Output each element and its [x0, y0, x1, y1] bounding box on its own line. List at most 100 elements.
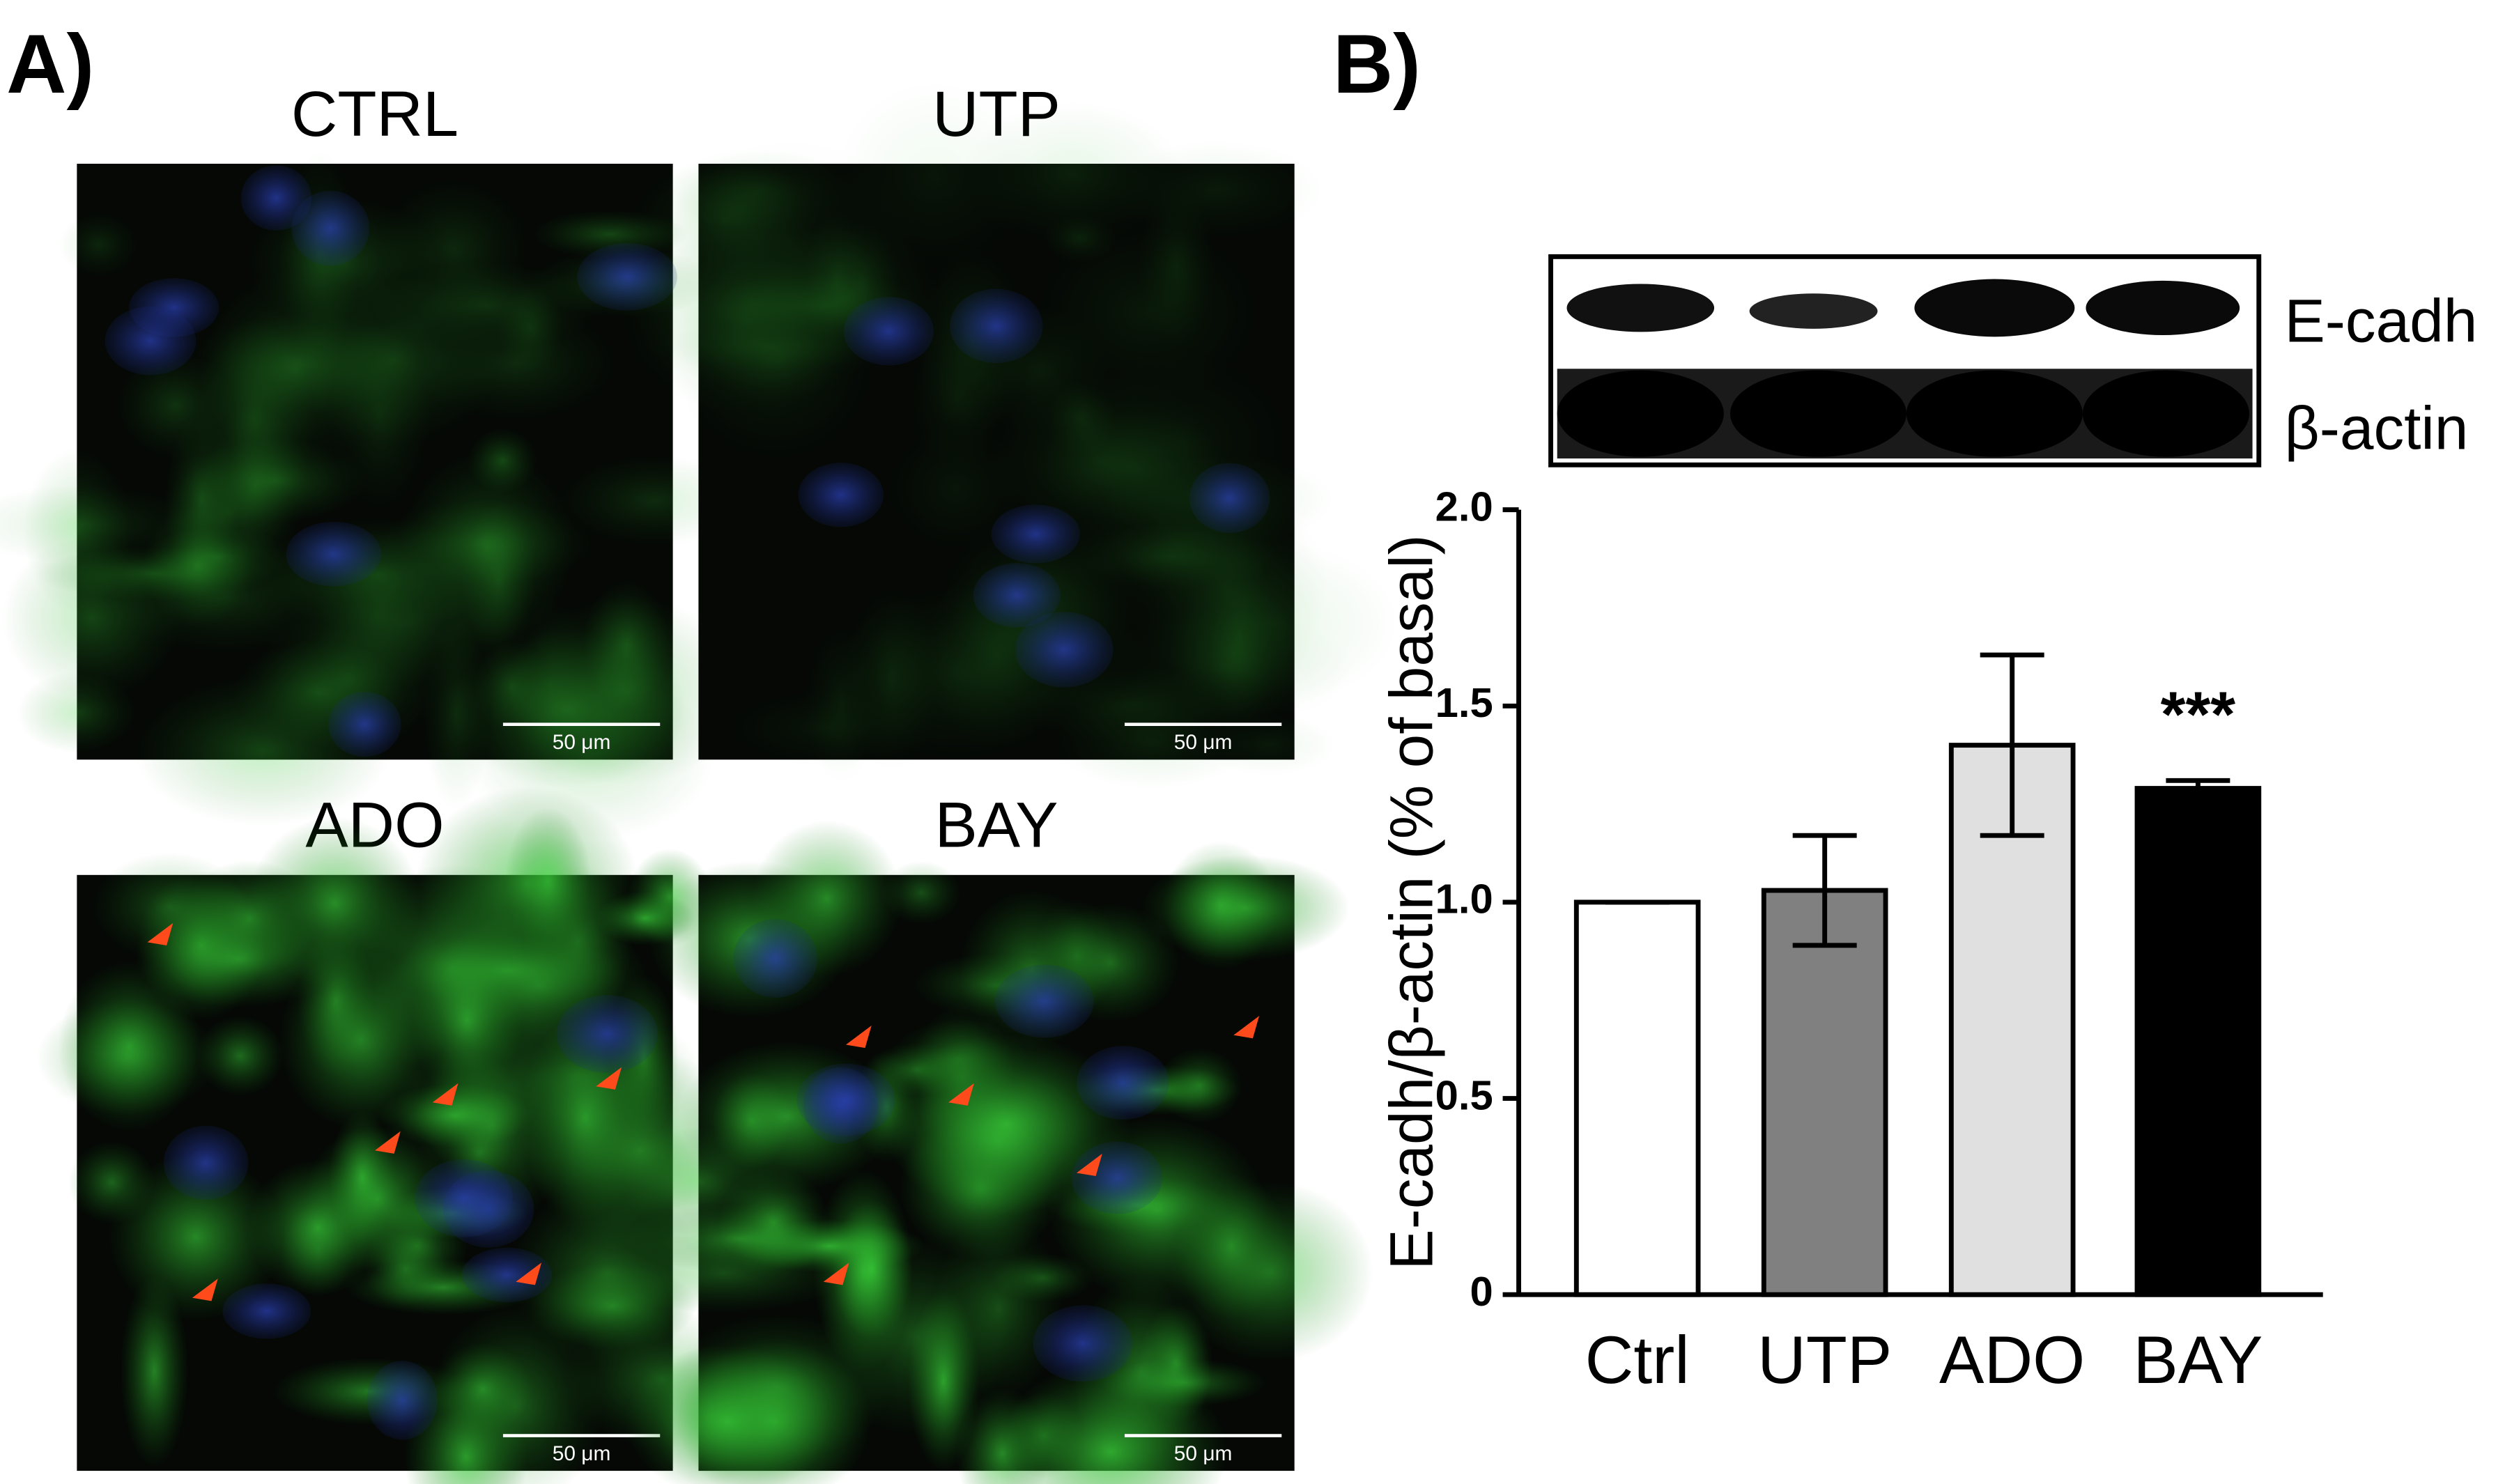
scale-bar-label: 50 μm [553, 731, 611, 754]
x-tick-label: Ctrl [1585, 1323, 1690, 1398]
arrowhead [374, 1131, 401, 1154]
stain [672, 159, 804, 263]
panel-label: A) [6, 18, 94, 111]
stain [447, 631, 687, 788]
scale-bar-label: 50 μm [1174, 1442, 1233, 1465]
nucleus [1015, 612, 1114, 688]
error-bar [2166, 778, 2230, 799]
x-tick-label: UTP [1757, 1323, 1892, 1398]
nucleus [291, 190, 370, 266]
stain [2, 536, 182, 700]
stain [297, 926, 375, 1076]
arrowhead [432, 1083, 459, 1106]
nucleus [994, 964, 1094, 1038]
blot-band [2086, 280, 2240, 336]
nucleus [461, 1247, 553, 1303]
stain [58, 960, 201, 1132]
nucleus [556, 994, 658, 1074]
bar [1761, 888, 1888, 1297]
nucleus [240, 165, 312, 231]
nucleus [105, 306, 197, 376]
nucleus [1077, 1046, 1169, 1120]
stain [411, 939, 523, 1102]
stain [1175, 1173, 1288, 1320]
blot-band [1730, 370, 1906, 457]
stain [59, 212, 139, 278]
stain [134, 676, 391, 826]
stain [623, 1203, 856, 1274]
stain [1156, 1047, 1242, 1124]
nucleus [950, 288, 1043, 364]
stain [134, 910, 345, 1008]
nucleus [733, 919, 818, 998]
nucleus [1071, 1141, 1163, 1214]
stain [413, 305, 617, 422]
nucleus [415, 1159, 513, 1237]
stain [141, 505, 253, 627]
stain [1053, 695, 1251, 789]
nucleus [796, 1063, 895, 1136]
panel-label: B) [1333, 18, 1421, 111]
stain [1149, 541, 1398, 704]
arrowhead [192, 1278, 218, 1301]
image-title: CTRL [291, 79, 459, 150]
micrograph [622, 80, 1398, 789]
stain [844, 587, 940, 771]
arrowhead [1233, 1016, 1260, 1039]
stain [120, 1274, 189, 1469]
significance: *** [2161, 679, 2236, 750]
stain [993, 1361, 1228, 1484]
stain [1206, 534, 1273, 743]
blot-band [1914, 279, 2075, 337]
nucleus [328, 691, 401, 757]
scale-bar-label: 50 μm [1174, 731, 1233, 754]
stain [665, 1313, 891, 1461]
arrowhead [823, 1262, 849, 1285]
stain [246, 1159, 390, 1296]
y-tick-label: 0.5 [1435, 1072, 1493, 1118]
arrowhead [596, 1067, 622, 1090]
bar [2134, 786, 2262, 1297]
nucleus [163, 1125, 249, 1200]
scale-bar-label: 50 μm [553, 1442, 611, 1465]
y-tick-label: 0 [1470, 1268, 1493, 1315]
blot-bands [1557, 279, 2253, 459]
stain [433, 1343, 532, 1436]
blot-label: E-cadh [2285, 286, 2478, 355]
bar [1573, 899, 1701, 1297]
blot-band [1557, 370, 1724, 457]
blot-band [1566, 284, 1715, 332]
error-bar [1792, 833, 1857, 948]
nucleus [798, 463, 884, 527]
x-tick-label: ADO [1939, 1323, 2085, 1398]
stain [197, 1015, 284, 1097]
nucleus [286, 521, 382, 587]
micrograph [596, 820, 1374, 1484]
arrowhead [1077, 1153, 1102, 1177]
y-tick-label: 1.5 [1435, 679, 1493, 726]
blot-band [1749, 293, 1878, 329]
nucleus [991, 504, 1080, 564]
x-tick-label: BAY [2133, 1323, 2263, 1398]
arrowhead [516, 1262, 542, 1285]
y-tick-label: 2.0 [1435, 483, 1493, 530]
nucleus [973, 563, 1061, 628]
arrowhead [845, 1025, 872, 1049]
nucleus [1033, 1305, 1133, 1382]
stain [68, 1141, 155, 1225]
stain [467, 427, 538, 494]
stain [1111, 140, 1323, 240]
y-tick-label: 1.0 [1435, 876, 1493, 922]
stain [1163, 841, 1279, 970]
arrowhead [948, 1083, 974, 1106]
y-axis-title: E-cadh/β-actin (% of basal) [1377, 534, 1445, 1269]
nucleus [367, 1361, 438, 1440]
micrograph [0, 151, 752, 841]
error-bar [1980, 652, 2044, 838]
nucleus [1189, 463, 1270, 533]
blot-band [2082, 370, 2249, 457]
blot-band [1906, 370, 2083, 457]
nucleus [222, 1283, 311, 1339]
